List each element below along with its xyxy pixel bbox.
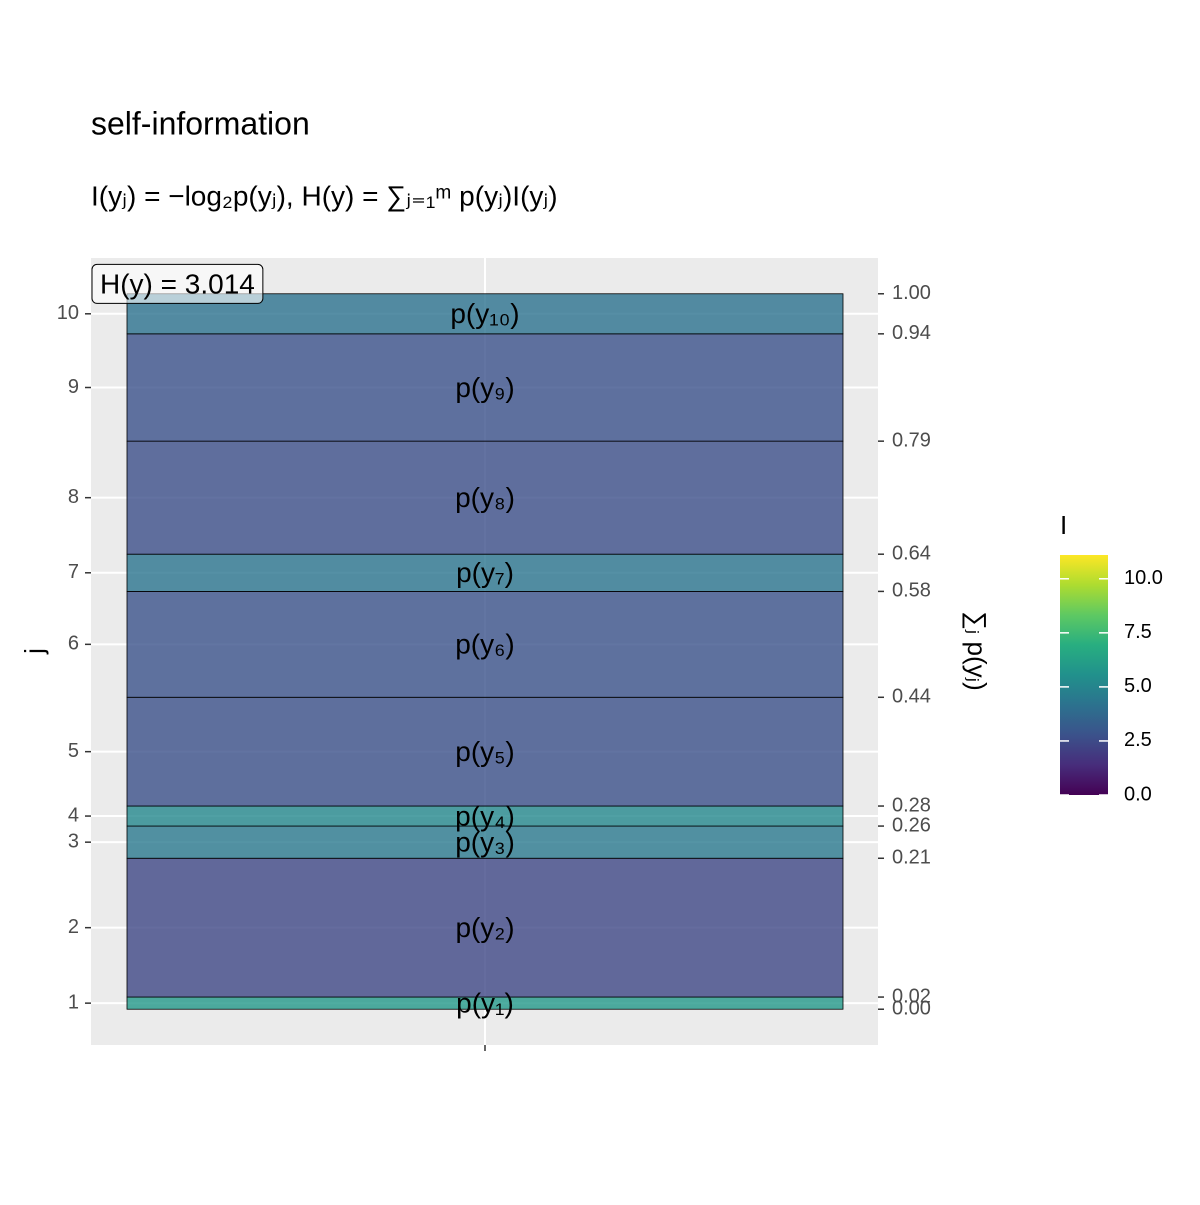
y2-axis-label: ∑ⱼ p(yⱼ)	[962, 611, 992, 691]
colorbar-tick-label: 5.0	[1124, 675, 1152, 697]
colorbar-tick-label: 10.0	[1124, 567, 1163, 589]
chart-title: self-information	[91, 105, 310, 141]
colorbar-tick-label: 7.5	[1124, 621, 1152, 643]
y2-tick-label: 0.64	[892, 542, 931, 564]
segment-label: p(y₇)	[456, 557, 514, 588]
segment-label: p(y₄)	[455, 800, 515, 831]
y2-tick-label: 0.26	[892, 814, 931, 836]
segment-label: p(y₁)	[456, 988, 514, 1019]
bar-segment	[126, 857, 844, 998]
colorbar-tick-label: 0.0	[1124, 783, 1152, 805]
y-tick-label: 5	[68, 740, 79, 762]
segment-label: p(y₁₀)	[450, 298, 519, 329]
annotation-box	[91, 263, 264, 304]
y2-tick-label: 0.44	[892, 686, 931, 708]
bar-segment	[126, 591, 844, 698]
annotation: H(y) = 3.014	[100, 268, 255, 299]
segment-label: p(y₈)	[455, 482, 515, 513]
y-tick-label: 2	[68, 916, 79, 938]
y2-tick-label: 0.94	[892, 322, 931, 344]
y2-tick-label: 0.21	[892, 847, 931, 869]
segment-label: p(y₅)	[455, 736, 515, 767]
bar-segment	[126, 825, 844, 859]
y-tick-label: 10	[57, 302, 79, 324]
y2-tick-label: 0.79	[892, 429, 931, 451]
chart-subtitle: I(yⱼ) = −log₂p(yⱼ), H(y) = ∑ⱼ₌₁ᵐ p(yⱼ)I(…	[91, 180, 558, 211]
segment-label: p(y₂)	[455, 912, 514, 943]
y2-tick-label: 0.28	[892, 794, 931, 816]
y-tick-label: 7	[68, 561, 79, 583]
bar-segment	[126, 333, 844, 442]
segment-label: p(y₉)	[455, 372, 514, 403]
y-axis-label: j	[19, 648, 49, 655]
colorbar	[1060, 555, 1108, 795]
bar-segment	[126, 696, 844, 807]
y-tick-label: 9	[68, 376, 79, 398]
y2-tick-label: 0.02	[892, 985, 931, 1007]
y2-tick-label: 0.58	[892, 580, 931, 602]
y-tick-label: 3	[68, 830, 79, 852]
y2-tick-label: 0.00	[892, 998, 931, 1020]
y-tick-label: 1	[68, 991, 79, 1013]
colorbar-tick-label: 2.5	[1124, 729, 1152, 751]
segment-label: p(y₆)	[455, 629, 515, 660]
y-tick-label: 8	[68, 486, 79, 508]
y-tick-label: 6	[68, 633, 79, 655]
y2-tick-label: 1.00	[892, 282, 931, 304]
legend-title: I	[1060, 510, 1067, 540]
segment-label: p(y₃)	[455, 827, 515, 858]
y-tick-label: 4	[68, 804, 79, 826]
bar-segment	[126, 440, 844, 555]
bar-segment	[126, 553, 844, 592]
